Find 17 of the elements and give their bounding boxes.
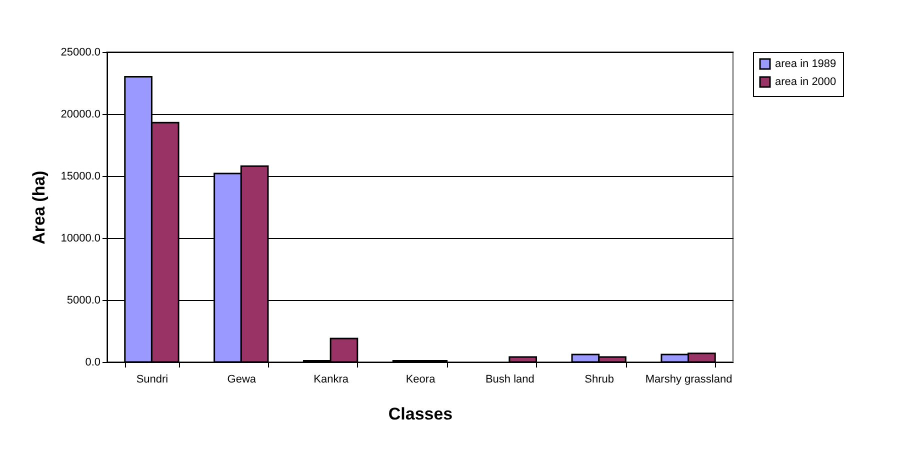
x-tick-label: Shrub [584,374,614,386]
y-tick-label: 25000.0 [60,46,100,58]
y-tick-label: 15000.0 [60,170,100,182]
y-tick-label: 20000.0 [60,108,100,120]
legend-label: area in 1989 [775,58,836,70]
y-tick-label: 10000.0 [60,232,100,244]
x-tick-label: Gewa [227,374,257,386]
x-axis-title: Classes [388,404,453,424]
x-tick-label: Sundri [136,374,168,386]
legend-label: area in 2000 [775,76,836,88]
x-tick-label: Bush land [485,374,534,386]
x-tick-label: Marshy grassland [645,374,732,386]
y-tick-label: 5000.0 [66,294,100,306]
y-tick-label: 0.0 [85,356,100,368]
x-tick-label: Kankra [314,374,350,386]
x-tick-label: Keora [406,374,436,386]
y-axis-title: Area (ha) [30,170,49,244]
